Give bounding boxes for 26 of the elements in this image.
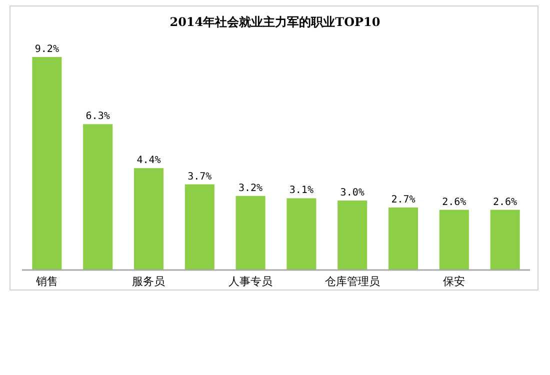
x-tick-label: 服务员 (132, 275, 166, 288)
data-label: 6.3% (86, 111, 110, 122)
x-tick-label: 保安 (443, 275, 466, 288)
data-label: 4.4% (136, 155, 161, 166)
x-tick-label: 仓库管理员 (324, 275, 380, 288)
bar (286, 198, 316, 270)
data-label: 3.2% (238, 182, 263, 194)
data-label: 3.0% (340, 188, 364, 199)
bar (490, 210, 520, 270)
bar (439, 210, 469, 270)
data-label: 3.7% (188, 171, 212, 182)
bar (338, 200, 368, 270)
data-label: 9.2% (34, 44, 59, 55)
bar (236, 196, 266, 270)
bar (388, 207, 418, 270)
data-label: 2.7% (391, 194, 416, 206)
data-label: 3.1% (289, 185, 314, 196)
bar (83, 124, 113, 270)
bar (32, 57, 62, 270)
bar (184, 184, 214, 270)
bar (134, 168, 164, 270)
x-tick-label: 人事专员 (228, 275, 273, 288)
data-label: 2.6% (493, 196, 518, 208)
chart-title: 2014年社会就业主力军的职业TOP10 (170, 15, 380, 29)
data-label: 2.6% (442, 196, 466, 208)
x-tick-label: 销售 (34, 275, 58, 288)
